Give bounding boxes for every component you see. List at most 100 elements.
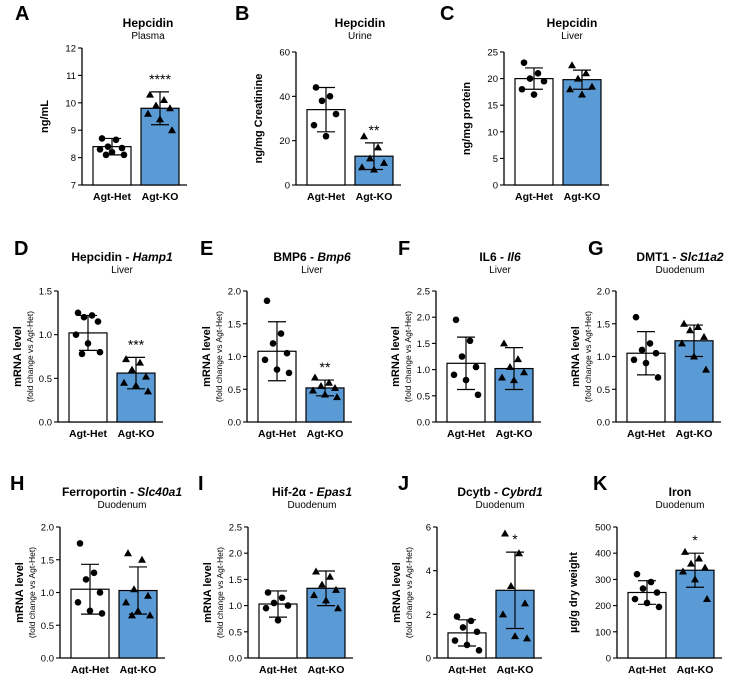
y-tick-label: 2.5 bbox=[229, 523, 242, 534]
x-tick-label: Agt-KO bbox=[120, 664, 157, 674]
data-point-ko bbox=[334, 604, 342, 612]
panel-letter: F bbox=[398, 238, 410, 260]
data-point-ko bbox=[136, 358, 144, 366]
data-point-het bbox=[277, 330, 285, 337]
data-point-ko bbox=[370, 165, 378, 173]
x-tick-label: Agt-KO bbox=[308, 664, 345, 674]
y-axis-label: ng/mL bbox=[39, 100, 51, 133]
data-point-ko bbox=[120, 378, 128, 386]
data-point-ko bbox=[681, 547, 689, 555]
data-point-het bbox=[84, 340, 92, 347]
y-tick-label: 4 bbox=[426, 566, 431, 577]
panel-title: Iron bbox=[669, 485, 692, 499]
data-point-het bbox=[273, 366, 281, 373]
panel-title-text: Hepcidin bbox=[335, 16, 386, 30]
y-tick-label: 12 bbox=[65, 44, 76, 55]
data-point-ko bbox=[701, 563, 709, 571]
data-point-ko bbox=[144, 387, 152, 395]
panel-subtitle: Duodenum bbox=[656, 265, 705, 276]
x-tick-label: Agt-Het bbox=[447, 428, 485, 440]
y-tick-label: 1.0 bbox=[417, 365, 430, 376]
significance-marker: * bbox=[692, 532, 698, 548]
panel-title-text: Hepcidin - bbox=[71, 250, 132, 264]
y-tick-label: 1.5 bbox=[597, 319, 610, 330]
y-tick-label: 11 bbox=[66, 71, 76, 82]
y-tick-label: 25 bbox=[487, 48, 498, 59]
data-point-ko bbox=[498, 373, 506, 381]
data-point-ko bbox=[358, 163, 366, 171]
data-point-het bbox=[643, 599, 651, 607]
panel-subtitle: Liver bbox=[111, 265, 133, 276]
data-point-het bbox=[283, 349, 291, 357]
data-point-het bbox=[638, 346, 646, 354]
y-tick-label: 0.5 bbox=[39, 374, 52, 385]
y-tick-label: 7 bbox=[71, 181, 76, 192]
data-point-ko bbox=[309, 386, 317, 394]
data-point-het bbox=[655, 603, 663, 611]
y-tick-label: 1.5 bbox=[39, 287, 52, 298]
significance-marker: * bbox=[512, 531, 518, 547]
data-point-ko bbox=[500, 339, 508, 347]
data-point-het bbox=[474, 391, 482, 399]
significance-marker: ** bbox=[320, 359, 331, 375]
data-point-het bbox=[94, 318, 102, 325]
data-point-het bbox=[452, 316, 460, 324]
data-point-ko bbox=[128, 365, 136, 373]
data-point-het bbox=[475, 647, 483, 654]
data-point-het bbox=[98, 135, 106, 142]
panel-letter: D bbox=[14, 238, 28, 260]
y-tick-label: 1.0 bbox=[229, 601, 242, 612]
data-point-ko bbox=[515, 549, 523, 557]
data-point-ko bbox=[695, 554, 703, 562]
y-tick-label: 2.0 bbox=[417, 313, 430, 324]
data-point-het bbox=[540, 77, 548, 85]
data-point-ko bbox=[122, 355, 130, 363]
data-point-het bbox=[646, 340, 654, 347]
data-point-het bbox=[284, 602, 292, 609]
data-point-het bbox=[102, 151, 110, 159]
y-tick-label: 0.5 bbox=[597, 385, 610, 396]
y-tick-label: 10 bbox=[65, 98, 76, 109]
y-tick-label: 0 bbox=[426, 654, 431, 665]
panel-letter: B bbox=[235, 3, 249, 25]
y-axis-sublabel: (fold change vs Agt-Het) bbox=[215, 547, 225, 638]
data-point-het bbox=[98, 610, 106, 617]
y-tick-label: 0.0 bbox=[417, 418, 430, 429]
data-point-ko bbox=[690, 352, 698, 360]
panel-title: Hepcidin bbox=[335, 16, 386, 30]
data-point-het bbox=[74, 599, 82, 606]
data-point-ko bbox=[582, 69, 590, 77]
data-point-ko bbox=[321, 390, 329, 398]
panel-letter: G bbox=[588, 238, 604, 260]
panel-title: Hepcidin bbox=[123, 16, 174, 30]
y-tick-label: 40 bbox=[279, 92, 290, 103]
y-tick-label: 2.5 bbox=[417, 287, 430, 298]
panel-letter: H bbox=[10, 473, 24, 495]
x-tick-label: Agt-KO bbox=[677, 664, 714, 674]
panel-subtitle: Liver bbox=[561, 31, 583, 42]
y-tick-label: 0.5 bbox=[228, 385, 241, 396]
y-axis-sublabel: (fold change vs Agt-Het) bbox=[25, 311, 35, 402]
y-tick-label: 1.0 bbox=[228, 352, 241, 363]
panel-letter: K bbox=[593, 473, 608, 495]
y-tick-label: 300 bbox=[595, 575, 611, 586]
x-tick-label: Agt-Het bbox=[71, 664, 109, 674]
data-point-ko bbox=[132, 381, 140, 389]
data-point-het bbox=[473, 628, 481, 636]
data-point-ko bbox=[317, 381, 325, 389]
data-point-het bbox=[112, 136, 120, 144]
data-point-het bbox=[459, 624, 467, 631]
y-tick-label: 0.0 bbox=[597, 418, 610, 429]
data-point-het bbox=[652, 349, 660, 357]
x-tick-label: Agt-Het bbox=[627, 428, 665, 440]
data-point-het bbox=[104, 143, 112, 150]
data-point-ko bbox=[679, 567, 687, 575]
x-tick-label: Agt-Het bbox=[69, 428, 107, 440]
data-point-het bbox=[269, 340, 277, 347]
data-point-ko bbox=[142, 372, 150, 380]
data-point-het bbox=[262, 604, 270, 612]
y-tick-label: 0.5 bbox=[41, 621, 54, 632]
y-axis-sublabel: (fold change vs Agt-Het) bbox=[583, 311, 593, 402]
